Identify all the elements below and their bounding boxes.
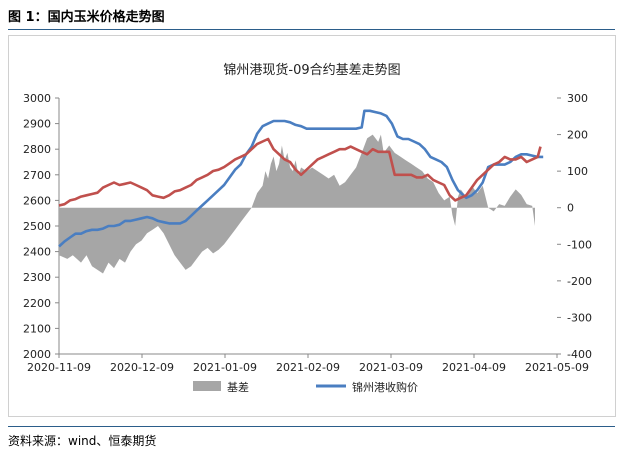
left-tick-label: 2900 xyxy=(23,118,51,131)
right-tick-label: -400 xyxy=(567,348,592,361)
legend-swatch-basis xyxy=(193,381,221,391)
right-tick-label: -300 xyxy=(567,311,592,324)
right-tick-label: 100 xyxy=(567,165,588,178)
bottom-rule xyxy=(8,426,615,427)
x-tick-label: 2020-11-09 xyxy=(27,361,91,374)
x-tick-label: 2021-05-09 xyxy=(525,361,589,374)
left-tick-label: 2200 xyxy=(23,297,51,310)
right-tick-label: 0 xyxy=(567,202,574,215)
basis-chart: 锦州港现货-09合约基差走势图 300029002800270026002500… xyxy=(23,62,592,394)
left-tick-label: 2400 xyxy=(23,246,51,259)
x-tick-label: 2021-01-09 xyxy=(193,361,257,374)
chart-frame: 锦州港现货-09合约基差走势图 3000 2900 2800 2700 2600 2500… xyxy=(8,35,616,417)
left-tick-label: 2600 xyxy=(23,194,51,207)
series-basis-area xyxy=(59,134,535,274)
left-tick-label: 2100 xyxy=(23,322,51,335)
left-tick-label: 2800 xyxy=(23,143,51,156)
x-tick-label: 2021-04-09 xyxy=(442,361,506,374)
right-tick-label: -200 xyxy=(567,275,592,288)
left-tick-label: 2000 xyxy=(23,348,51,361)
right-tick-label: 200 xyxy=(567,129,588,142)
chart-legend: 基差 锦州港收购价 xyxy=(193,380,418,394)
top-rule xyxy=(8,29,615,30)
series-red-line xyxy=(58,137,542,207)
x-tick-label: 2021-02-09 xyxy=(276,361,340,374)
figure-caption: 图 1：国内玉米价格走势图 xyxy=(8,10,165,25)
left-tick-label: 2500 xyxy=(23,220,51,233)
chart-axes: 3000290028002700260025002400230022002100… xyxy=(23,92,592,374)
series-line-layer xyxy=(58,109,544,248)
left-tick-label: 2700 xyxy=(23,169,51,182)
legend-label-basis: 基差 xyxy=(227,380,249,394)
chart-title: 锦州港现货-09合约基差走势图 xyxy=(223,62,400,78)
x-tick-label: 2021-03-09 xyxy=(359,361,423,374)
left-tick-label: 3000 xyxy=(23,92,51,105)
x-tick-label: 2020-12-09 xyxy=(110,361,174,374)
right-tick-label: 300 xyxy=(567,92,588,105)
source-note: 资料来源：wind、恒泰期货 xyxy=(8,434,157,448)
legend-label-blue: 锦州港收购价 xyxy=(352,380,418,394)
right-tick-label: -100 xyxy=(567,238,592,251)
basis-area-layer xyxy=(59,134,535,274)
left-tick-label: 2300 xyxy=(23,271,51,284)
